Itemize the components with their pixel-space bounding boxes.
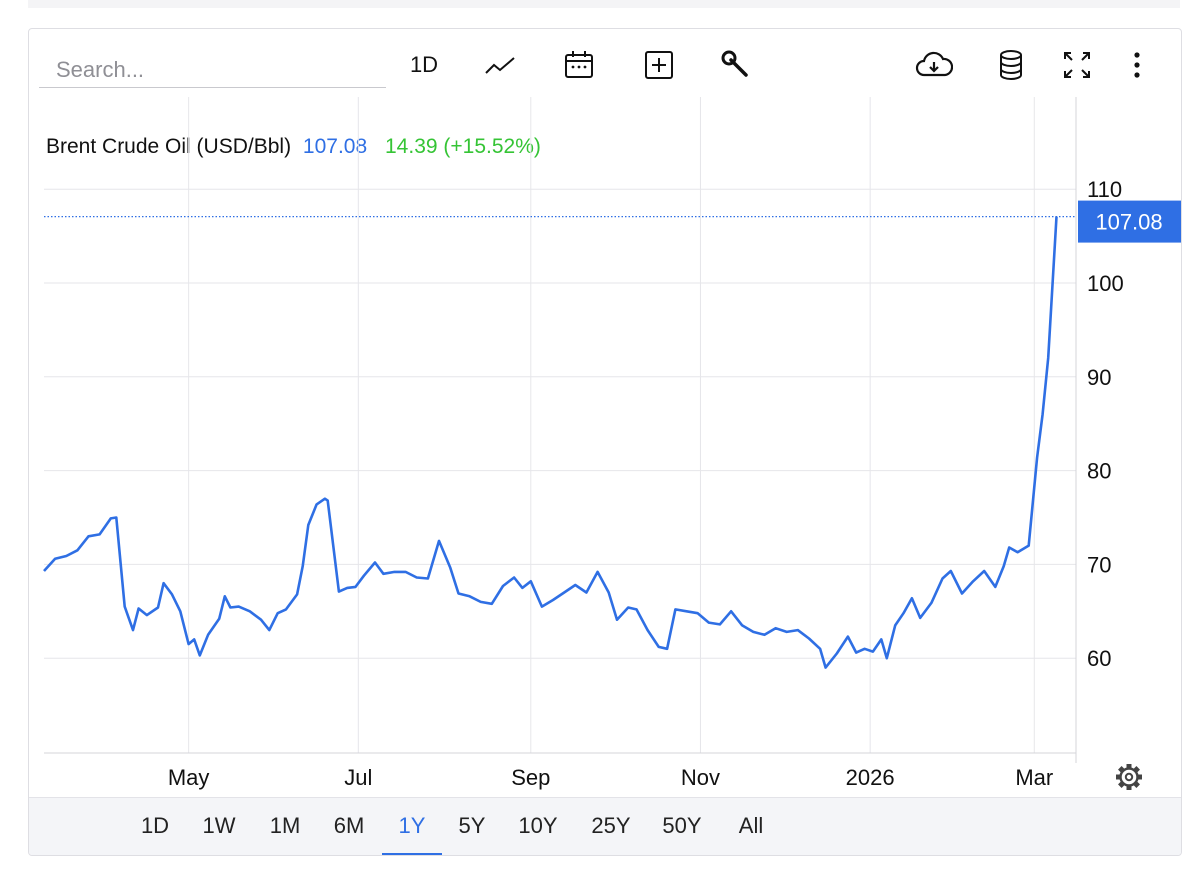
top-strip [28, 0, 1180, 8]
x-tick-label: Sep [511, 765, 550, 790]
add-indicator-icon [645, 51, 673, 79]
range-option-1d[interactable]: 1D [140, 813, 170, 838]
range-option-5y[interactable]: 5Y [458, 813, 486, 838]
price-change: 14.39 (+15.52%) [385, 135, 541, 158]
x-tick-label: Mar [1015, 765, 1053, 790]
settings-wrench-button[interactable] [714, 45, 758, 85]
search-input[interactable] [39, 53, 386, 88]
last-price-tag [1078, 200, 1181, 243]
fullscreen-button[interactable] [1055, 45, 1099, 85]
price-chart[interactable]: 60 70 80 90 100 110 May Jul Sep Nov 2026 Mar 107.08 [29, 29, 1181, 797]
data-button[interactable] [989, 45, 1033, 85]
y-tick-label: 80 [1087, 459, 1111, 484]
y-tick-label: 90 [1087, 365, 1111, 390]
cloud-download-icon [915, 51, 953, 77]
y-tick-label: 110 [1087, 177, 1122, 202]
chart-type-button[interactable] [479, 45, 523, 85]
range-option-10y[interactable]: 10Y [518, 813, 558, 838]
range-selector: 1D 1W 1M 6M 1Y 5Y 10Y 25Y 50Y All [29, 797, 1181, 855]
y-tick-label: 100 [1087, 271, 1124, 296]
chart-legend: Brent Crude Oil (USD/Bbl) 107.08 14.39 (… [46, 135, 541, 159]
wrench-icon [721, 49, 748, 77]
range-option-1w[interactable]: 1W [202, 813, 236, 838]
last-price-label: 107.08 [1095, 210, 1162, 235]
calendar-button[interactable] [557, 45, 601, 85]
x-tick-label: May [168, 765, 210, 790]
range-option-all[interactable]: All [738, 813, 764, 838]
series-line [43, 216, 1058, 669]
range-option-50y[interactable]: 50Y [662, 813, 702, 838]
x-tick-label: Jul [344, 765, 372, 790]
chart-type-icon [485, 57, 515, 74]
database-icon [1000, 50, 1022, 80]
download-button[interactable] [909, 45, 959, 85]
gear-icon[interactable] [1116, 764, 1142, 790]
x-tick-label: 2026 [846, 765, 895, 790]
y-tick-label: 60 [1087, 646, 1111, 671]
range-option-1y[interactable]: 1Y [382, 813, 442, 855]
y-tick-label: 70 [1087, 552, 1111, 577]
instrument-name: Brent Crude Oil (USD/Bbl) [46, 135, 292, 158]
interval-button[interactable]: 1D [409, 52, 439, 77]
calendar-icon [565, 51, 593, 78]
range-option-1m[interactable]: 1M [269, 813, 301, 838]
chart-panel: 1D [28, 28, 1182, 856]
current-price: 107.08 [302, 135, 368, 158]
fullscreen-icon [1064, 52, 1090, 78]
more-vert-icon [1134, 52, 1140, 78]
range-option-25y[interactable]: 25Y [591, 813, 631, 838]
more-options-button[interactable] [1117, 45, 1157, 85]
range-option-6m[interactable]: 6M [333, 813, 365, 838]
x-tick-label: Nov [681, 765, 720, 790]
add-indicator-button[interactable] [637, 45, 681, 85]
